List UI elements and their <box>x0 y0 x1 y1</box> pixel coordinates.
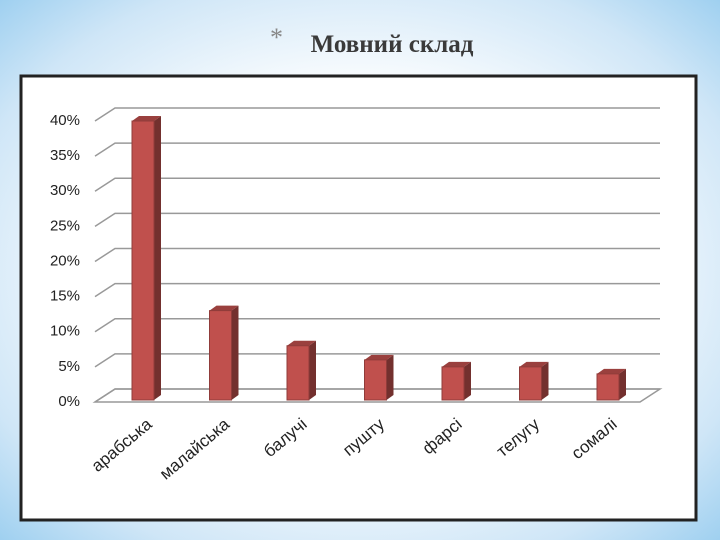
bar-side <box>619 368 626 400</box>
y-tick-label: 30% <box>50 182 80 199</box>
bar-side <box>541 361 549 400</box>
bar-front <box>519 366 542 401</box>
bar-front <box>209 310 232 401</box>
bar <box>596 368 626 401</box>
grid-line <box>94 318 660 333</box>
bar-top <box>519 361 549 367</box>
y-tick-label: 0% <box>58 393 80 410</box>
bar <box>364 354 394 401</box>
bar <box>131 116 161 401</box>
bar-top <box>364 354 394 360</box>
bar-top <box>287 340 316 346</box>
bar-side <box>386 354 394 400</box>
bar-top <box>132 116 161 121</box>
y-tick-label: 5% <box>58 358 80 375</box>
bar-front <box>441 366 465 401</box>
grid-line <box>94 247 660 263</box>
y-tick-label: 10% <box>50 323 80 340</box>
bar <box>209 305 239 401</box>
bar-front <box>596 373 620 401</box>
bar-front <box>131 120 155 401</box>
bar <box>441 361 471 401</box>
bar-top <box>442 361 471 367</box>
bar-top <box>209 305 239 311</box>
bar-side <box>231 305 239 400</box>
y-tick-label: 35% <box>50 147 80 164</box>
chart-title: Мовний склад <box>311 31 474 58</box>
y-tick-label: 20% <box>50 252 80 269</box>
y-tick-label: 25% <box>50 217 80 234</box>
grid-line <box>94 282 660 298</box>
bar-front <box>286 345 310 401</box>
bar-side <box>464 361 471 400</box>
grid-line <box>94 388 660 403</box>
y-tick-label: 15% <box>50 288 80 305</box>
bar-front <box>364 359 387 401</box>
bar-top <box>597 368 626 374</box>
grid-line <box>94 107 660 122</box>
bar-side <box>309 340 316 400</box>
grid-line <box>94 353 660 368</box>
bar <box>519 361 549 401</box>
bar <box>286 340 316 401</box>
grid-line <box>94 142 660 157</box>
grid-line <box>94 177 660 192</box>
title-marker: * <box>270 23 283 52</box>
y-tick-label: 40% <box>50 112 80 129</box>
bar-side <box>154 116 161 400</box>
grid-line <box>94 212 660 228</box>
